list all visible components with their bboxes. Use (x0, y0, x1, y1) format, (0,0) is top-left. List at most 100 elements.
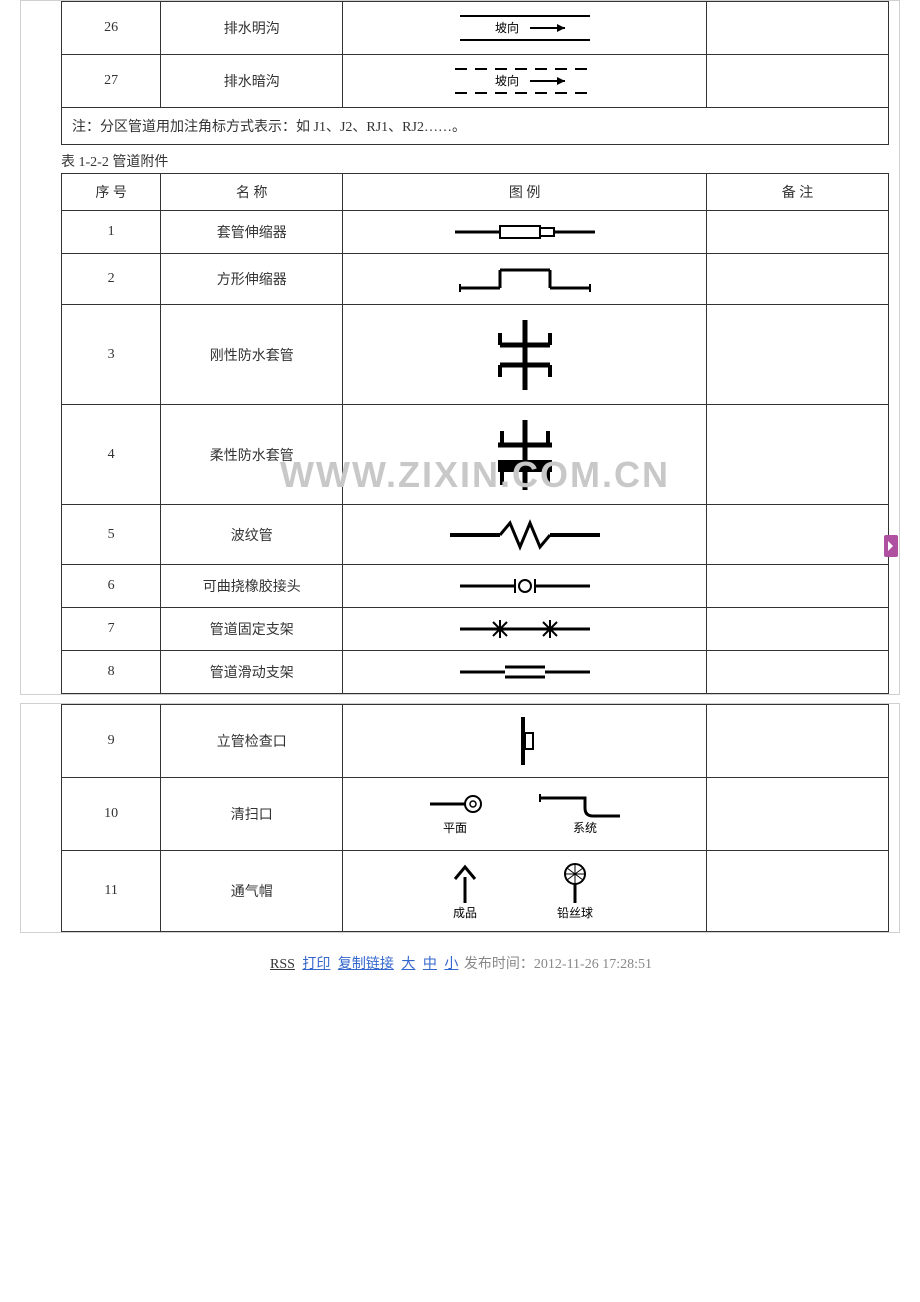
table-row: 27 排水暗沟 坡向 (62, 55, 889, 108)
table-row: 2 方形伸缩器 (62, 254, 889, 305)
table2-part2: 9 立管检查口 10 清扫口 (61, 704, 889, 932)
cell-note (707, 505, 889, 565)
cell-idx: 4 (62, 405, 161, 505)
footer-bar: RSS 打印 复制链接 大 中 小 发布时间：2012-11-26 17:28:… (20, 953, 900, 973)
font-large-link[interactable]: 大 (401, 957, 415, 972)
cell-fig (343, 254, 707, 305)
table2-part1: 序 号 名 称 图 例 备 注 1 套管伸缩器 (61, 173, 889, 694)
cell-fig (343, 651, 707, 694)
print-link[interactable]: 打印 (302, 957, 330, 972)
cell-fig (343, 505, 707, 565)
table2-part2-container: 9 立管检查口 10 清扫口 (20, 703, 900, 933)
cell-note (707, 565, 889, 608)
cell-name: 管道固定支架 (161, 608, 343, 651)
cell-name: 方形伸缩器 (161, 254, 343, 305)
cell-fig (343, 211, 707, 254)
publish-label: 发布时间： (464, 957, 534, 972)
cleanout-icon: 平面 系统 (410, 786, 640, 842)
table1: 26 排水明沟 坡向 27 排水暗沟 (61, 1, 889, 145)
cell-fig: 成品 铅丝球 (343, 851, 707, 932)
col-header-fig: 图 例 (343, 174, 707, 211)
flexible-waterproof-sleeve-icon (480, 415, 570, 495)
col-header-name: 名 称 (161, 174, 343, 211)
col-header-idx: 序 号 (62, 174, 161, 211)
cell-fig: 坡向 (343, 55, 707, 108)
cell-idx: 7 (62, 608, 161, 651)
cell-note (707, 851, 889, 932)
table1-note: 注：分区管道用加注角标方式表示：如 J1、J2、RJ1、RJ2……。 (62, 108, 889, 145)
cell-name: 刚性防水套管 (161, 305, 343, 405)
cell-idx: 8 (62, 651, 161, 694)
table2-header-row: 序 号 名 称 图 例 备 注 (62, 174, 889, 211)
wire-ball-label: 铅丝球 (557, 906, 593, 920)
table1-note-row: 注：分区管道用加注角标方式表示：如 J1、J2、RJ1、RJ2……。 (62, 108, 889, 145)
cell-name: 通气帽 (161, 851, 343, 932)
font-medium-link[interactable]: 中 (423, 957, 437, 972)
table-row: 8 管道滑动支架 (62, 651, 889, 694)
cell-note (707, 705, 889, 778)
cell-note (707, 211, 889, 254)
table-row: 26 排水明沟 坡向 (62, 2, 889, 55)
cell-note (707, 405, 889, 505)
bellows-icon (440, 518, 610, 552)
cell-idx: 1 (62, 211, 161, 254)
cell-name: 柔性防水套管 (161, 405, 343, 505)
cell-note (707, 55, 889, 108)
cell-name: 可曲挠橡胶接头 (161, 565, 343, 608)
table-row: 1 套管伸缩器 (62, 211, 889, 254)
cell-idx: 27 (62, 55, 161, 108)
font-small-link[interactable]: 小 (444, 957, 458, 972)
cell-fig (343, 405, 707, 505)
cell-name: 管道滑动支架 (161, 651, 343, 694)
table-row: 11 通气帽 成品 铅丝球 (62, 851, 889, 932)
table-row: 10 清扫口 平面 系统 (62, 778, 889, 851)
riser-inspection-icon (495, 713, 555, 769)
drain-open-channel-icon: 坡向 (435, 10, 615, 46)
cell-fig (343, 608, 707, 651)
cell-idx: 26 (62, 2, 161, 55)
product-label: 成品 (453, 906, 477, 920)
cell-idx: 6 (62, 565, 161, 608)
sleeve-expansion-joint-icon (445, 219, 605, 245)
cell-name: 波纹管 (161, 505, 343, 565)
cell-note (707, 608, 889, 651)
cell-idx: 10 (62, 778, 161, 851)
vent-cap-icon: 成品 铅丝球 (410, 859, 640, 923)
cell-name: 排水明沟 (161, 2, 343, 55)
cell-note (707, 254, 889, 305)
publish-time: 2012-11-26 17:28:51 (534, 957, 652, 972)
side-tab-icon[interactable] (884, 535, 898, 557)
cell-note (707, 651, 889, 694)
table-row: 6 可曲挠橡胶接头 (62, 565, 889, 608)
cell-note (707, 2, 889, 55)
table-row: 3 刚性防水套管 (62, 305, 889, 405)
cell-note (707, 778, 889, 851)
rss-link[interactable]: RSS (270, 957, 295, 972)
cell-note (707, 305, 889, 405)
cell-name: 套管伸缩器 (161, 211, 343, 254)
table-row: 5 波纹管 (62, 505, 889, 565)
table-row: 7 管道固定支架 (62, 608, 889, 651)
drain-covered-channel-icon: 坡向 (435, 63, 615, 99)
plan-label: 平面 (443, 821, 467, 835)
slope-label: 坡向 (495, 73, 519, 88)
cell-name: 立管检查口 (161, 705, 343, 778)
cell-idx: 5 (62, 505, 161, 565)
flexible-rubber-joint-icon (445, 573, 605, 599)
cell-fig (343, 305, 707, 405)
system-label: 系统 (573, 821, 597, 835)
cell-idx: 2 (62, 254, 161, 305)
cell-idx: 11 (62, 851, 161, 932)
copy-link[interactable]: 复制链接 (338, 957, 394, 972)
cell-fig (343, 705, 707, 778)
col-header-note: 备 注 (707, 174, 889, 211)
sliding-support-icon (445, 659, 605, 685)
table2-caption: 表 1-2-2 管道附件 (61, 151, 899, 171)
fixed-support-icon (445, 616, 605, 642)
cell-fig (343, 565, 707, 608)
cell-fig: 坡向 (343, 2, 707, 55)
table-row: 4 柔性防水套管 (62, 405, 889, 505)
rigid-waterproof-sleeve-icon (480, 315, 570, 395)
square-expansion-joint-icon (445, 262, 605, 296)
cell-idx: 9 (62, 705, 161, 778)
